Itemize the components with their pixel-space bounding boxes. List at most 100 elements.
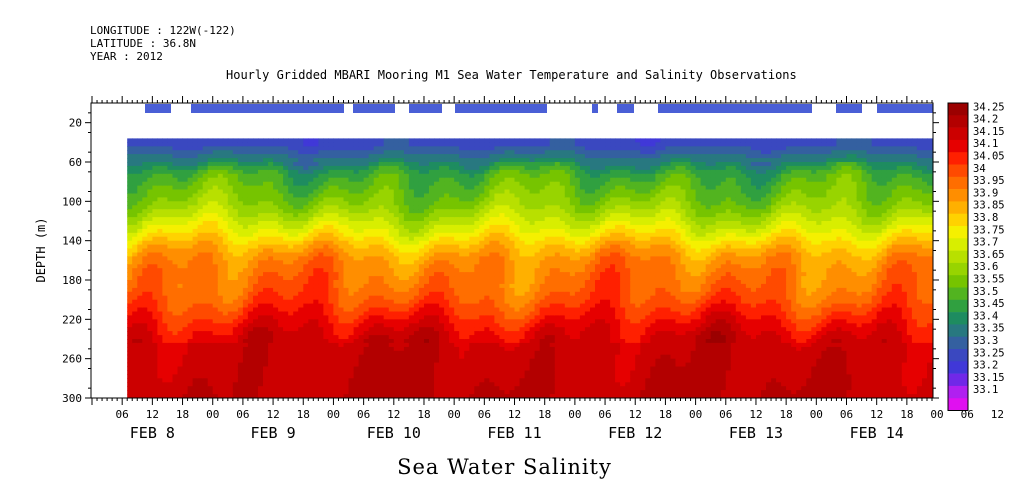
heatmap-cell bbox=[207, 228, 214, 234]
heatmap-cell bbox=[167, 311, 173, 316]
heatmap-cell bbox=[202, 346, 209, 352]
heatmap-cell bbox=[489, 362, 495, 368]
heatmap-cell bbox=[177, 354, 184, 360]
heatmap-cell bbox=[368, 394, 375, 398]
heatmap-cell bbox=[323, 354, 329, 360]
heatmap-cell bbox=[333, 177, 339, 183]
heatmap-cell bbox=[338, 142, 345, 147]
heatmap-cell bbox=[328, 173, 334, 179]
heatmap-cell bbox=[222, 260, 229, 265]
heatmap-cell bbox=[157, 319, 163, 324]
heatmap-cell bbox=[469, 158, 475, 163]
heatmap-cell bbox=[363, 374, 370, 379]
heatmap-cell bbox=[499, 350, 505, 356]
heatmap-cell bbox=[192, 323, 199, 328]
heatmap-cell bbox=[247, 299, 254, 305]
heatmap-cell bbox=[398, 165, 405, 171]
heatmap-cell bbox=[222, 197, 229, 202]
heatmap-cell bbox=[353, 185, 360, 191]
heatmap-cell bbox=[418, 154, 425, 159]
heatmap-cell bbox=[413, 154, 420, 159]
heatmap-cell bbox=[489, 213, 495, 218]
heatmap-cell bbox=[253, 370, 259, 375]
heatmap-cell bbox=[333, 350, 339, 356]
heatmap-cell bbox=[258, 370, 264, 375]
heatmap-cell bbox=[333, 232, 339, 238]
heatmap-cell bbox=[182, 193, 189, 198]
heatmap-cell bbox=[303, 378, 309, 383]
heatmap-cell bbox=[413, 280, 420, 285]
heatmap-cell bbox=[499, 287, 505, 293]
heatmap-cell bbox=[373, 248, 380, 253]
heatmap-cell bbox=[383, 291, 390, 297]
heatmap-cell bbox=[494, 291, 500, 297]
heatmap-cell bbox=[459, 236, 465, 242]
heatmap-cell bbox=[343, 173, 350, 179]
heatmap-cell bbox=[363, 370, 370, 375]
heatmap-cell bbox=[207, 354, 214, 360]
heatmap-cell bbox=[227, 201, 234, 206]
heatmap-cell bbox=[222, 303, 229, 309]
heatmap-cell bbox=[429, 299, 435, 305]
heatmap-cell bbox=[323, 209, 329, 214]
heatmap-cell bbox=[263, 331, 269, 336]
heatmap-cell bbox=[247, 319, 254, 324]
heatmap-cell bbox=[278, 189, 284, 194]
heatmap-cell bbox=[187, 213, 194, 218]
heatmap-cell bbox=[318, 335, 324, 340]
heatmap-cell bbox=[132, 280, 138, 285]
heatmap-cell bbox=[202, 165, 209, 171]
heatmap-cell bbox=[263, 394, 269, 398]
heatmap-cell bbox=[142, 138, 148, 143]
heatmap-cell bbox=[172, 323, 179, 328]
heatmap-cell bbox=[413, 244, 420, 250]
heatmap-cell bbox=[247, 221, 254, 226]
heatmap-cell bbox=[152, 374, 158, 379]
heatmap-cell bbox=[318, 291, 324, 297]
heatmap-cell bbox=[408, 311, 415, 316]
heatmap-cell bbox=[202, 158, 209, 163]
heatmap-cell bbox=[152, 390, 158, 395]
heatmap-cell bbox=[439, 339, 445, 344]
heatmap-cell bbox=[273, 189, 279, 194]
heatmap-cell bbox=[308, 181, 314, 187]
heatmap-cell bbox=[187, 350, 194, 356]
heatmap-cell bbox=[378, 248, 385, 253]
heatmap-cell bbox=[263, 224, 269, 230]
heatmap-cell bbox=[454, 162, 460, 167]
heatmap-cell bbox=[363, 331, 370, 336]
heatmap-cell bbox=[127, 193, 133, 198]
heatmap-cell bbox=[413, 370, 420, 375]
heatmap-cell bbox=[469, 276, 475, 281]
heatmap-cell bbox=[258, 386, 264, 391]
heatmap-cell bbox=[232, 335, 239, 340]
heatmap-cell bbox=[398, 390, 405, 395]
heatmap-cell bbox=[328, 382, 334, 387]
heatmap-cell bbox=[424, 252, 430, 257]
heatmap-cell bbox=[177, 162, 184, 167]
heatmap-cell bbox=[293, 248, 299, 253]
heatmap-cell bbox=[222, 162, 229, 167]
heatmap-cell bbox=[444, 299, 450, 305]
heatmap-cell bbox=[469, 342, 475, 348]
heatmap-cell bbox=[383, 193, 390, 198]
heatmap-cell bbox=[459, 315, 465, 320]
heatmap-cell bbox=[373, 342, 380, 348]
heatmap-cell bbox=[464, 287, 470, 293]
heatmap-cell bbox=[192, 224, 199, 230]
heatmap-cell bbox=[298, 386, 304, 391]
heatmap-cell bbox=[222, 244, 229, 250]
heatmap-cell bbox=[253, 205, 259, 210]
heatmap-cell bbox=[268, 146, 274, 151]
heatmap-cell bbox=[353, 193, 360, 198]
heatmap-cell bbox=[449, 307, 455, 312]
heatmap-cell bbox=[258, 366, 264, 371]
heatmap-cell bbox=[187, 374, 194, 379]
heatmap-cell bbox=[499, 252, 505, 257]
heatmap-cell bbox=[303, 283, 309, 289]
heatmap-cell bbox=[439, 228, 445, 234]
heatmap-cell bbox=[474, 342, 480, 348]
heatmap-cell bbox=[207, 346, 214, 352]
heatmap-cell bbox=[293, 193, 299, 198]
heatmap-cell bbox=[368, 307, 375, 312]
